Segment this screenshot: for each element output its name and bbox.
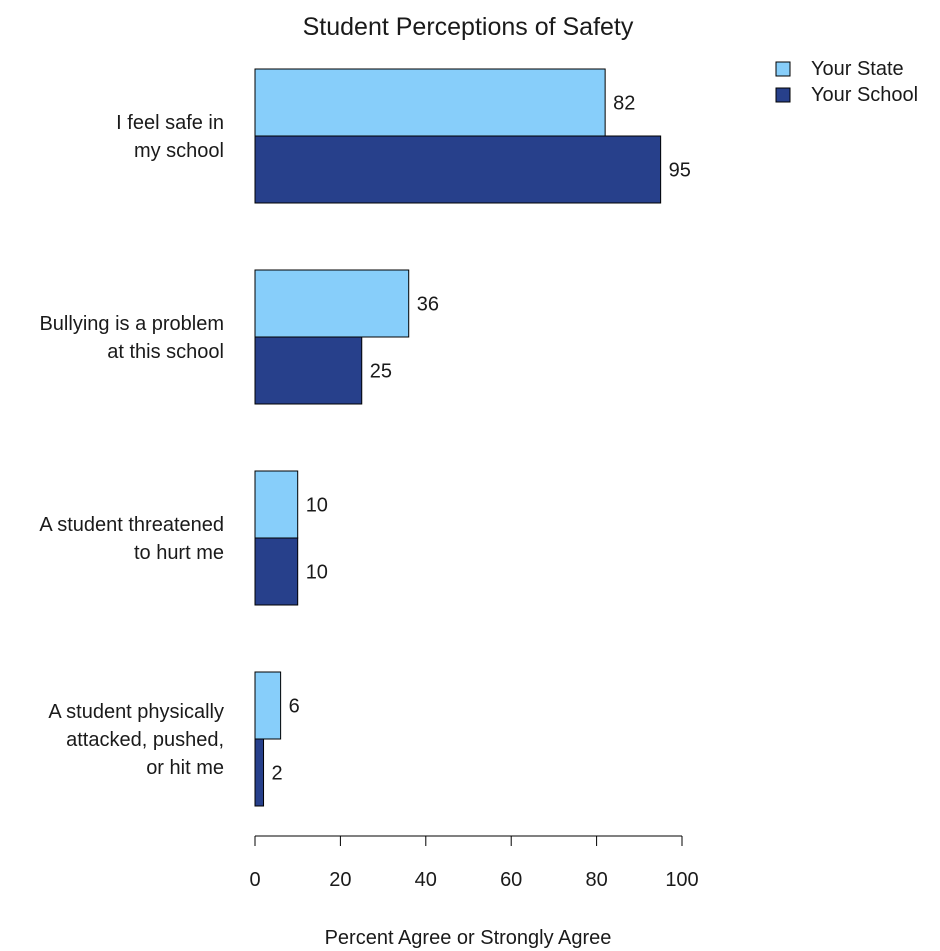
- bar-your-school: [254, 738, 265, 807]
- category-label: A student physically attacked, pushed, or …: [48, 701, 224, 779]
- category-label-line: or hit me: [146, 757, 224, 779]
- data-label: 36: [417, 294, 439, 316]
- category-label-line: I feel safe in: [116, 112, 224, 134]
- category-label: I feel safe in my school: [116, 112, 224, 162]
- data-label: 6: [289, 696, 300, 718]
- chart-title: Student Perceptions of Safety: [303, 13, 634, 41]
- plot-area: I feel safe in my school 82 95 Bullying is a…: [39, 68, 691, 807]
- bar-your-state: [254, 671, 282, 740]
- x-axis: 0 20 40 60 80 100: [249, 835, 699, 891]
- data-label: 2: [272, 763, 283, 785]
- category-label-line: A student physically: [48, 701, 224, 723]
- data-label: 10: [306, 562, 328, 584]
- x-tick-label: 0: [249, 869, 260, 891]
- bar-your-school: [254, 537, 299, 606]
- category-label: Bullying is a problem at this school: [39, 313, 224, 363]
- legend-swatch: [775, 87, 791, 103]
- bar-your-state: [254, 269, 410, 338]
- data-label: 95: [669, 160, 691, 182]
- x-tick-label: 20: [329, 869, 351, 891]
- category-label-line: Bullying is a problem: [39, 313, 224, 335]
- x-axis-label: Percent Agree or Strongly Agree: [325, 927, 612, 949]
- category-label-line: at this school: [107, 341, 224, 363]
- category-label-line: A student threatened: [39, 514, 224, 536]
- bar-your-state: [254, 470, 299, 539]
- category-label: A student threatened to hurt me: [39, 514, 224, 564]
- bar-your-school: [254, 336, 363, 405]
- bar-your-school: [254, 135, 662, 204]
- bar-your-state: [254, 68, 606, 137]
- legend: Your State Your School: [775, 58, 918, 106]
- x-tick-label: 100: [665, 869, 698, 891]
- legend-swatch: [775, 61, 791, 77]
- data-label: 25: [370, 361, 392, 383]
- x-tick-label: 80: [585, 869, 607, 891]
- category-label-line: to hurt me: [134, 542, 224, 564]
- data-label: 10: [306, 495, 328, 517]
- legend-label: Your State: [811, 58, 904, 80]
- category-label-line: my school: [134, 140, 224, 162]
- category-label-line: attacked, pushed,: [66, 729, 224, 751]
- data-label: 82: [613, 93, 635, 115]
- x-tick-label: 60: [500, 869, 522, 891]
- legend-label: Your School: [811, 84, 918, 106]
- x-tick-label: 40: [415, 869, 437, 891]
